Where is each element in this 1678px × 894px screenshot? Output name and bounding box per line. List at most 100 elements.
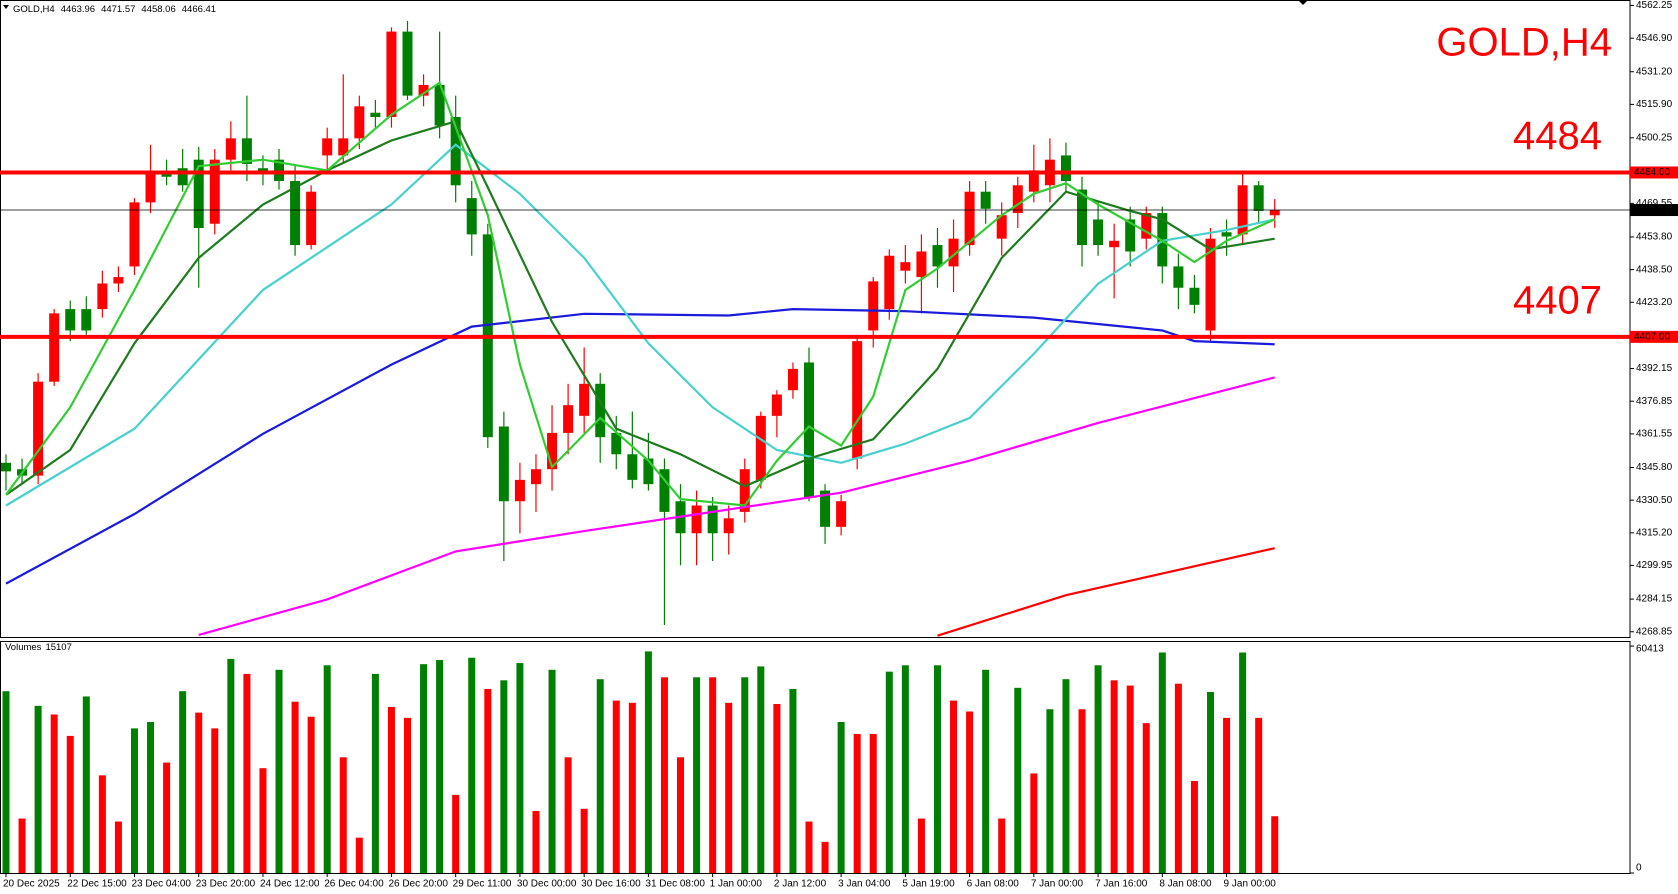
candle-body [932,245,943,267]
volume-bar [130,728,138,873]
volume-bar [596,679,604,873]
candle-body [450,116,461,186]
volume-bar [709,677,717,873]
candle-body [177,168,188,186]
price-pane-frame [0,0,1631,638]
volume-bar [1078,709,1086,873]
volume-bar [644,651,652,873]
ohlc-high: 4471.57 [101,4,135,15]
volume-bar [500,680,508,873]
chart-header: GOLD,H4 4463.96 4471.57 4458.06 4466.41 [13,4,216,15]
volume-bar [404,717,411,873]
candle-body [707,505,718,534]
candle-body [1028,170,1039,192]
volume-title: Volumes [5,642,42,653]
candle-body [466,198,477,235]
volume-bar [227,658,235,873]
candle-body [627,454,638,480]
shift-marker [1298,0,1308,5]
volume-bar [660,677,668,873]
volume-bar [516,663,524,873]
candles [1,20,1280,626]
candle-body [916,251,927,278]
candle-body [193,159,204,228]
y-tick-label: 4376.85 [1636,396,1673,407]
candle-body [498,426,509,502]
x-tick-label: 6 Jan 08:00 [967,879,1020,890]
volume-bar [275,669,283,873]
candle-body [579,383,590,416]
candle-body [1189,287,1200,305]
candle-body [161,172,172,177]
volume-bar [725,702,733,873]
volume-bar [1062,679,1070,873]
volume-bar [195,712,203,873]
moving-average [5,143,1275,507]
candle-body [884,255,895,310]
candle-body [643,458,654,485]
candle-body [595,383,606,438]
y-tick-label: 4531.20 [1636,66,1673,77]
x-tick-label: 24 Dec 12:00 [260,879,320,890]
candle-body [1093,219,1104,246]
volume-bar [484,688,492,873]
x-tick-label: 30 Dec 00:00 [517,879,577,890]
volume-bar [1207,691,1214,873]
level-box [1630,166,1678,179]
volume-bar [98,775,106,873]
volume-bar [805,821,813,873]
volume-bar [1142,723,1150,873]
volume-bar [612,700,620,873]
volume-bar [211,728,219,873]
volume-bar [1271,816,1279,873]
candle-body [691,505,702,534]
candle-body [1205,238,1216,331]
volume-bar [1014,687,1022,873]
volume-bar [1223,717,1231,873]
volume-bar [34,705,42,873]
volume-bar [468,657,476,873]
moving-average [198,376,1275,636]
volume-bar [436,660,444,873]
volume-bar [998,818,1006,873]
candle-body [354,106,365,139]
candle-body [129,202,140,267]
candle-body [113,277,124,284]
volume-bar [564,757,572,873]
x-tick-label: 23 Dec 04:00 [131,879,191,890]
volume-bar [757,666,765,873]
volume-bar [1174,683,1182,873]
volume-bar [2,691,10,873]
y-tick-label: 4438.50 [1636,264,1673,275]
ohlc-close: 4466.41 [182,4,216,15]
candle-body [964,191,975,246]
menu-triangle[interactable] [3,5,9,9]
volume-bar [1110,680,1118,873]
candle-body [611,432,622,455]
volume-bar [18,818,26,873]
volume-bar [950,700,958,873]
volume-last: 15107 [45,642,71,653]
moving-average [5,81,1276,507]
candle-body [996,215,1007,239]
volume-bar [259,768,267,873]
volume-bar [773,703,781,873]
candle-body [1077,189,1088,246]
volume-bar [901,665,909,873]
last-price-label: 4466.41 [1634,205,1671,216]
x-tick-label: 20 Dec 2025 [3,879,60,890]
candle-body [418,84,429,96]
volume-bar [580,808,588,873]
x-tick-label: 3 Jan 04:00 [838,879,891,890]
x-tick-label: 26 Dec 04:00 [324,879,384,890]
volume-bar [933,665,941,873]
big-title: GOLD,H4 [1436,21,1612,65]
level-note: 4484 [1513,114,1602,158]
y-tick-label: 4453.80 [1636,232,1673,243]
candle-body [820,490,831,527]
level-note: 4407 [1513,278,1602,322]
volume-bar [179,691,187,873]
y-tick-label: 4361.55 [1636,429,1673,440]
